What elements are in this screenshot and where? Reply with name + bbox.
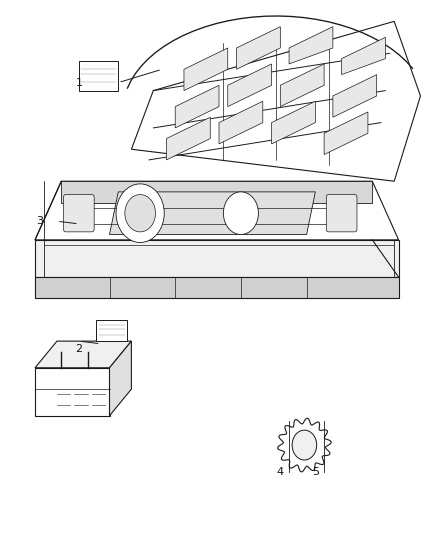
Polygon shape [61, 181, 372, 203]
Polygon shape [35, 368, 110, 416]
FancyBboxPatch shape [326, 195, 357, 232]
Polygon shape [333, 75, 377, 117]
Circle shape [223, 192, 258, 235]
Text: 3: 3 [36, 216, 43, 226]
FancyBboxPatch shape [79, 61, 118, 91]
Polygon shape [166, 117, 210, 160]
Polygon shape [131, 21, 420, 181]
Polygon shape [110, 341, 131, 416]
Polygon shape [342, 37, 385, 75]
Text: 2: 2 [75, 344, 82, 354]
Polygon shape [35, 181, 399, 240]
Text: 1: 1 [75, 78, 82, 87]
Text: 5: 5 [312, 467, 319, 477]
Polygon shape [35, 277, 399, 298]
Circle shape [125, 195, 155, 232]
Polygon shape [219, 101, 263, 144]
Polygon shape [324, 112, 368, 155]
Text: 4: 4 [277, 467, 284, 477]
Polygon shape [280, 64, 324, 107]
Polygon shape [237, 27, 280, 69]
Polygon shape [175, 85, 219, 128]
Circle shape [292, 430, 317, 460]
Polygon shape [272, 101, 315, 144]
Polygon shape [35, 240, 399, 277]
FancyBboxPatch shape [96, 320, 127, 341]
Polygon shape [35, 341, 131, 368]
FancyBboxPatch shape [64, 195, 94, 232]
Polygon shape [278, 418, 331, 472]
Polygon shape [184, 48, 228, 91]
Circle shape [116, 184, 164, 243]
Polygon shape [110, 192, 315, 235]
Polygon shape [228, 64, 272, 107]
Polygon shape [289, 27, 333, 64]
